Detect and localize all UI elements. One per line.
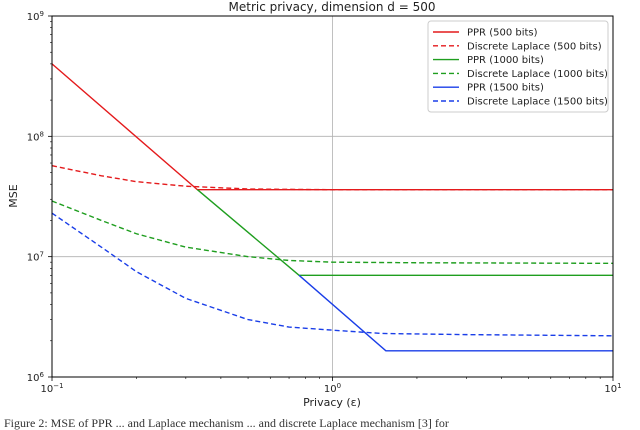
y-axis-label: MSE (7, 184, 20, 207)
chart-svg: Metric privacy, dimension d = 500 10−1 10… (7, 0, 622, 409)
y-tick-label: 108 (27, 130, 44, 143)
y-tick-label: 109 (27, 10, 44, 23)
legend-label-5: PPR (1500 bits) (467, 83, 544, 94)
x-axis-ticks: 10−1 100 101 (40, 377, 622, 395)
y-tick-label-base: 10 (27, 132, 40, 143)
x-tick-label: 100 (324, 382, 341, 395)
y-tick-label-exponent: 6 (40, 371, 45, 379)
legend-label-2: Discrete Laplace (500 bits) (467, 41, 602, 52)
legend-label-6: Discrete Laplace (1500 bits) (467, 97, 608, 108)
y-tick-label-base: 10 (27, 12, 40, 23)
y-tick-label-exponent: 7 (40, 251, 44, 259)
series-line-2 (51, 165, 613, 191)
y-tick-label-exponent: 8 (40, 130, 44, 138)
x-axis-label: Privacy (ε) (303, 396, 361, 409)
series-line-6 (51, 212, 614, 337)
x-tick-label-base: 10 (40, 384, 53, 395)
legend-label-1: PPR (500 bits) (467, 28, 538, 39)
x-tick-label-exponent: −1 (53, 382, 63, 390)
y-tick-label: 106 (27, 371, 45, 384)
series-lines (51, 63, 614, 352)
series-line-5 (298, 274, 613, 352)
y-tick-label: 107 (27, 251, 44, 264)
x-tick-label-base: 10 (604, 384, 617, 395)
x-tick-label-base: 10 (324, 384, 337, 395)
figure-caption: Figure 2: MSE of PPR ... and Laplace mec… (4, 416, 449, 430)
legend-label-4: Discrete Laplace (1000 bits) (467, 69, 608, 80)
x-tick-label-exponent: 1 (617, 382, 621, 390)
y-tick-label-base: 10 (27, 253, 40, 264)
chart-title: Metric privacy, dimension d = 500 (229, 0, 436, 14)
legend-items: PPR (500 bits) Discrete Laplace (500 bits… (433, 28, 608, 108)
x-tick-label-exponent: 0 (337, 382, 341, 390)
legend-box (427, 20, 609, 113)
series-line-4 (51, 200, 614, 265)
legend-label-3: PPR (1000 bits) (467, 55, 544, 66)
x-tick-label: 10−1 (40, 382, 63, 395)
x-tick-label: 101 (604, 382, 621, 395)
legend: PPR (500 bits) Discrete Laplace (500 bits… (427, 20, 609, 113)
y-tick-label-exponent: 9 (40, 10, 44, 18)
y-tick-label-base: 10 (27, 373, 40, 384)
